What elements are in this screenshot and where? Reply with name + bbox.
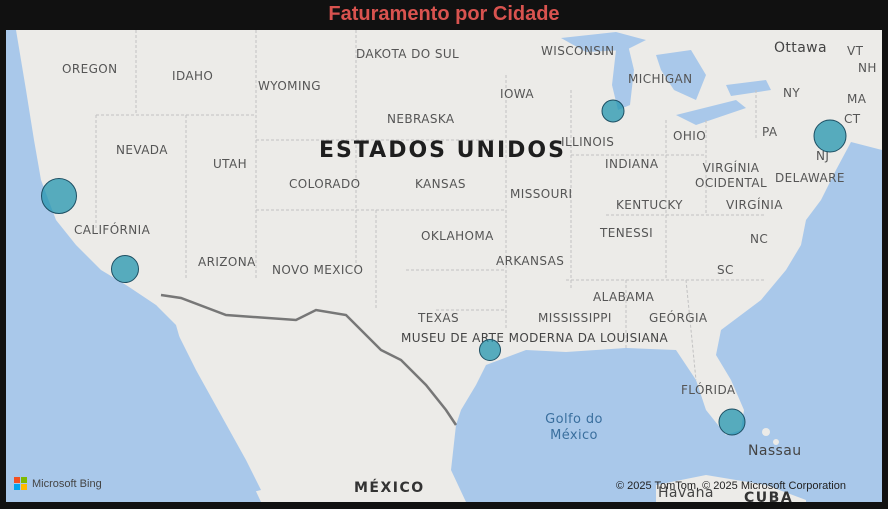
state-label: KENTUCKY [616, 198, 683, 212]
bubble-miami[interactable] [718, 408, 746, 436]
state-label: NOVO MEXICO [272, 263, 364, 277]
state-label: WYOMING [258, 79, 321, 93]
state-label: KANSAS [415, 177, 466, 191]
bubble-houston[interactable] [479, 339, 501, 361]
state-label: OREGON [62, 62, 118, 76]
bing-label: Microsoft Bing [32, 477, 102, 490]
state-label: MICHIGAN [628, 72, 693, 86]
state-label: UTAH [213, 157, 248, 171]
state-label: INDIANA [605, 157, 659, 171]
gulf-of-california [156, 305, 261, 495]
bubble-chicago[interactable] [601, 99, 625, 123]
state-label: ARIZONA [198, 255, 256, 269]
state-label: VT [847, 44, 864, 58]
state-label: PA [762, 125, 778, 139]
state-label: SC [717, 263, 734, 277]
lake-superior [561, 32, 646, 52]
city-label-havana: Havana [658, 485, 714, 501]
state-label: NH [858, 61, 877, 75]
state-label: ALABAMA [593, 290, 655, 304]
state-borders [95, 30, 766, 381]
border-us-mexico [160, 293, 458, 426]
microsoft-logo-icon [14, 477, 27, 490]
country-label-cuba: CUBA [744, 490, 794, 502]
state-label: WISCONSIN [541, 44, 615, 58]
island-cuba [656, 475, 806, 502]
lake-michigan [612, 45, 634, 110]
state-label: CT [844, 112, 861, 126]
state-label: ARKANSAS [496, 254, 565, 268]
state-label: IOWA [500, 87, 535, 101]
bubble-new-york[interactable] [813, 119, 847, 153]
state-label: VIRGÍNIA [726, 198, 783, 212]
map-background [6, 30, 882, 502]
state-label: TENESSI [600, 226, 654, 240]
map-canvas[interactable]: ESTADOS UNIDOS MÉXICO CUBA Ottawa Nassau… [6, 30, 882, 502]
state-label: TEXAS [418, 311, 459, 325]
bubble-los-angeles[interactable] [111, 255, 139, 283]
state-label: FLÓRIDA [681, 383, 736, 397]
bubble-san-francisco[interactable] [41, 178, 77, 214]
state-label: DELAWARE [775, 171, 845, 185]
state-label: IDAHO [172, 69, 214, 83]
lake-erie [676, 100, 746, 125]
lake-huron [656, 50, 706, 100]
state-label: OHIO [673, 129, 707, 143]
poi-label-museum: MUSEU DE ARTE MODERNA DA LOUISIANA [401, 331, 669, 345]
map-copyright: © 2025 TomTom, © 2025 Microsoft Corporat… [615, 480, 846, 492]
country-label-usa: ESTADOS UNIDOS [319, 138, 566, 163]
state-label: NJ [816, 149, 830, 163]
chart-title: Faturamento por Cidade [328, 2, 560, 25]
lake-ontario [726, 80, 771, 96]
state-label: MISSISSIPPI [538, 311, 612, 325]
state-label: NEVADA [116, 143, 168, 157]
state-label: COLORADO [289, 177, 361, 191]
state-label: ILLINOIS [561, 135, 615, 149]
state-label: OKLAHOMA [421, 229, 494, 243]
country-label-mexico: MÉXICO [354, 480, 425, 496]
city-label-nassau: Nassau [748, 443, 802, 459]
state-label: VIRGÍNIA OCIDENTAL [694, 161, 768, 190]
bing-attribution[interactable]: Microsoft Bing [14, 477, 102, 490]
state-label: NC [750, 232, 769, 246]
state-label: DAKOTA DO SUL [356, 47, 460, 61]
state-label: GEÓRGIA [649, 311, 708, 325]
city-label-ottawa: Ottawa [774, 40, 828, 56]
land-north-america [6, 30, 882, 502]
state-label: NY [783, 86, 801, 100]
state-label: CALIFÓRNIA [74, 223, 151, 237]
water-label-gulf: Golfo do México [545, 412, 603, 443]
state-label: MISSOURI [510, 187, 573, 201]
state-label: NEBRASKA [387, 112, 455, 126]
state-label: MA [847, 92, 867, 106]
